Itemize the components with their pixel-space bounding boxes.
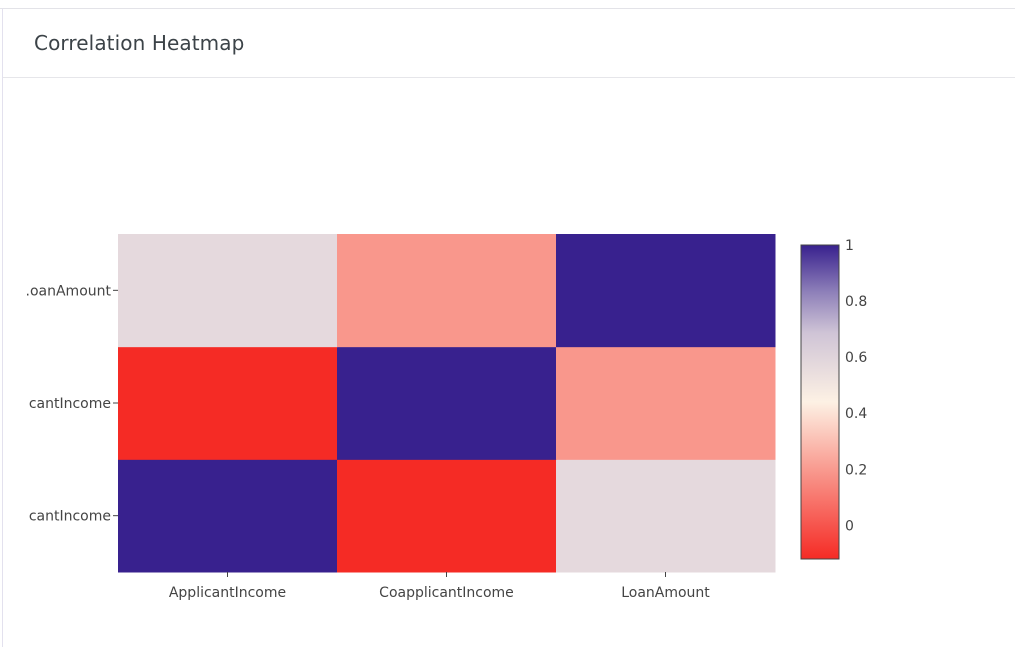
heatmap-cell-1-2	[556, 346, 776, 460]
colorbar: 0 0.2 0.4 0.6 0.8 1	[800, 238, 867, 560]
colorbar-tick-label: 0.2	[845, 462, 867, 478]
y-axis: cantIncome cantIncome .oanAmount	[26, 283, 118, 525]
card-title: Correlation Heatmap	[34, 31, 245, 55]
heatmap-cell-2-1	[337, 234, 557, 348]
colorbar-tick-label: 0.6	[845, 350, 867, 366]
heatmap-cell-0-2	[556, 459, 776, 573]
colorbar-tick-label: 0	[845, 518, 854, 534]
heatmap-cell-1-1	[337, 346, 557, 460]
heatmap-cell-1-0	[118, 346, 338, 460]
card-top-border	[0, 8, 1015, 9]
card-header: Correlation Heatmap	[3, 9, 1015, 78]
heatmap-cells	[118, 234, 776, 573]
heatmap-cell-2-0	[118, 234, 338, 348]
card-left-border	[2, 8, 3, 647]
x-axis: ApplicantIncome CoapplicantIncome LoanAmou…	[169, 572, 710, 601]
y-tick-label: .oanAmount	[26, 283, 112, 299]
heatmap-cell-0-1	[337, 459, 557, 573]
colorbar-tick-label: 1	[845, 238, 854, 254]
colorbar-tick-label: 0.4	[845, 406, 867, 422]
heatmap-cell-0-0	[118, 459, 338, 573]
x-tick-label: ApplicantIncome	[169, 585, 286, 601]
y-tick-label: cantIncome	[29, 509, 111, 525]
x-tick-label: LoanAmount	[621, 585, 710, 601]
colorbar-bar	[800, 244, 840, 560]
y-tick-label: cantIncome	[29, 396, 111, 412]
x-tick-label: CoapplicantIncome	[379, 585, 514, 601]
heatmap-cell-2-2	[556, 234, 776, 348]
colorbar-tick-label: 0.8	[845, 294, 867, 310]
